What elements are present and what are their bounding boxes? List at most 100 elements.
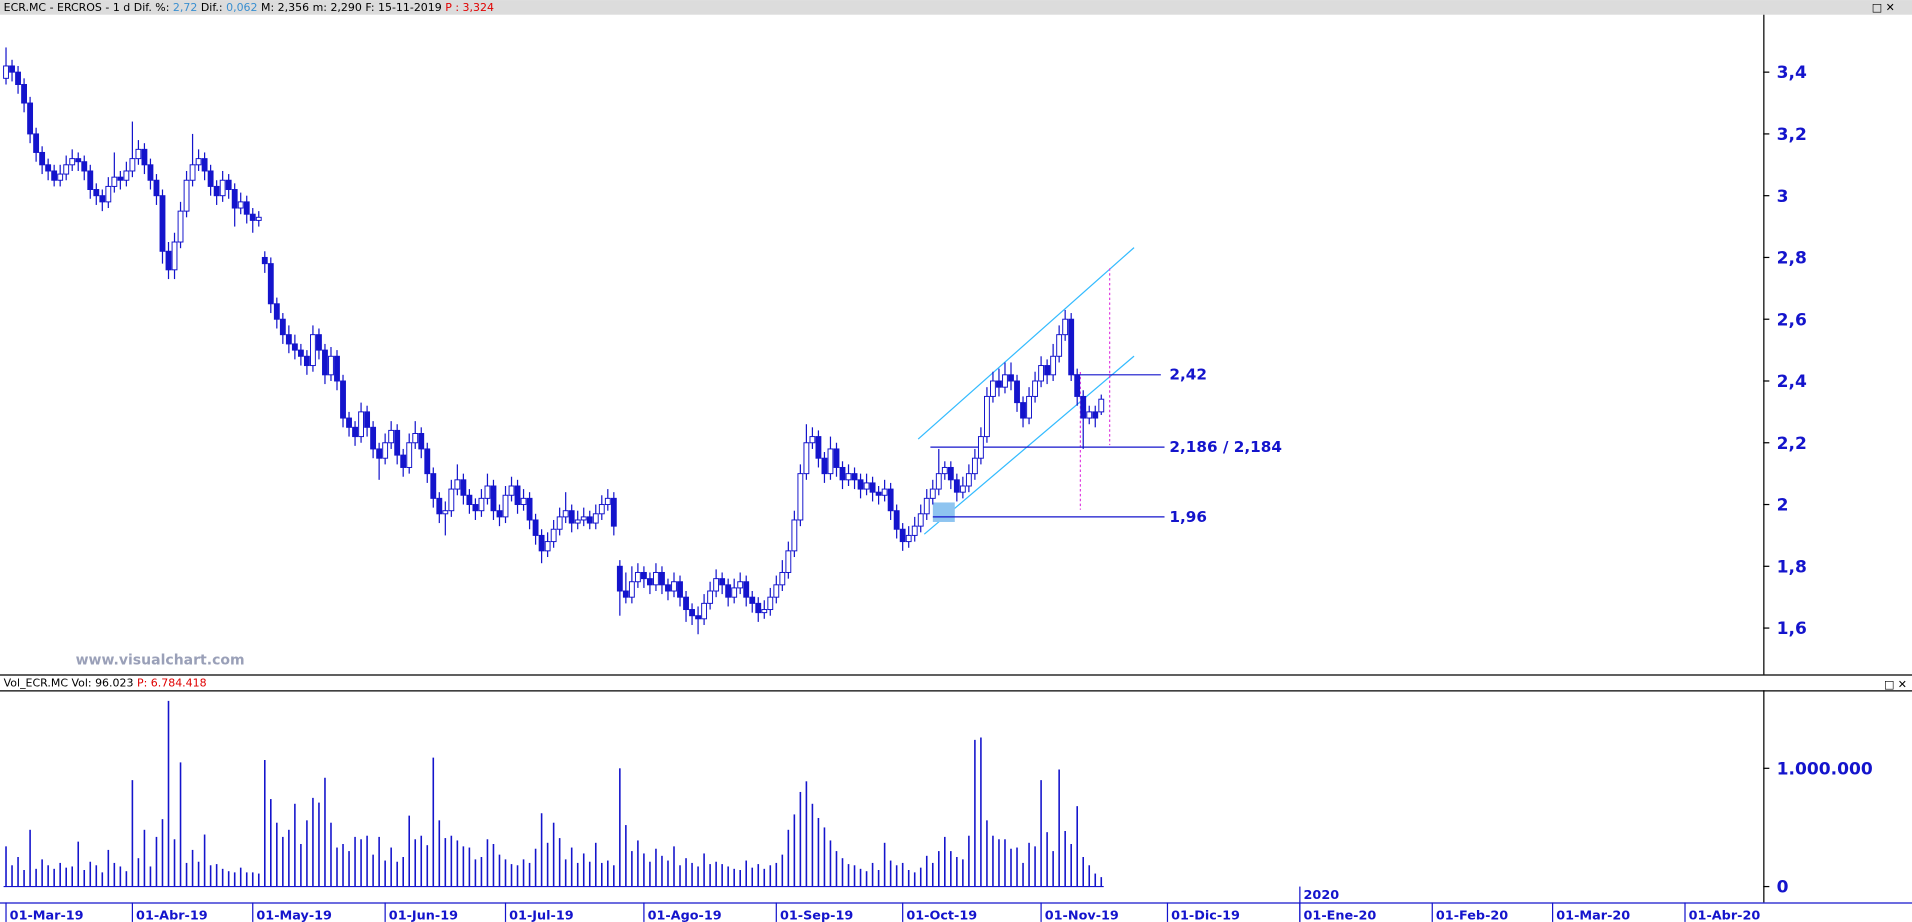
candle-body xyxy=(671,581,677,592)
candle-body xyxy=(550,528,557,543)
candle-body xyxy=(9,65,15,73)
x-tick-label: 01-Dic-19 xyxy=(1171,908,1240,922)
candle-body xyxy=(406,442,413,468)
value: F: 15-11-2019 xyxy=(365,1,441,14)
candle-body xyxy=(990,380,996,397)
candle-body xyxy=(3,65,9,79)
candle-body xyxy=(701,602,708,620)
candle-body xyxy=(63,164,70,175)
candle-body xyxy=(279,318,286,336)
candle-body xyxy=(1020,402,1026,419)
candle-body xyxy=(430,473,437,499)
candle-body xyxy=(231,189,238,209)
candle-body xyxy=(532,519,539,536)
candle-body xyxy=(472,504,479,512)
candle-body xyxy=(845,473,852,481)
candle-body xyxy=(346,417,352,428)
candle-body xyxy=(544,541,551,552)
y-tick-label: 2,6 xyxy=(1777,310,1807,330)
x-tick-label: 01-Jun-19 xyxy=(389,908,458,922)
candle-body xyxy=(15,71,21,85)
candle-body xyxy=(887,488,894,512)
candle-body xyxy=(586,516,593,524)
candle-body xyxy=(695,615,701,620)
trend-line xyxy=(917,247,1135,440)
candle-body xyxy=(165,250,172,271)
candle-body xyxy=(677,581,683,598)
candle-body xyxy=(183,179,190,212)
candle-body xyxy=(1056,334,1063,357)
candle-body xyxy=(442,510,449,515)
candle-body xyxy=(935,473,942,490)
value: Vol: 96.023 xyxy=(71,677,133,690)
candle-body xyxy=(291,343,298,351)
candle-body xyxy=(640,571,647,580)
candle-body xyxy=(177,210,184,243)
candle-body xyxy=(779,571,786,586)
candle-body xyxy=(171,241,178,271)
candle-body xyxy=(57,173,64,181)
candle-body xyxy=(725,584,732,598)
candle-body xyxy=(303,355,310,367)
candle-body xyxy=(797,473,804,521)
candle-body xyxy=(364,411,371,428)
candle-body xyxy=(490,485,497,512)
candle-body xyxy=(328,355,334,376)
x-tick-label: 01-Ene-20 xyxy=(1304,908,1377,922)
candle-body xyxy=(598,504,605,515)
x-tick-label: 01-Abr-19 xyxy=(136,908,208,922)
candle-body xyxy=(93,189,100,197)
candle-body xyxy=(604,497,611,506)
candle-body xyxy=(1044,365,1051,376)
y-tick-label: 1,6 xyxy=(1777,619,1807,639)
y-tick-label: 2,4 xyxy=(1777,372,1807,392)
candle-body xyxy=(773,584,780,598)
candle-body xyxy=(839,466,846,481)
candle-body xyxy=(580,516,587,521)
candle-body xyxy=(81,161,88,172)
label: Vol_ECR.MC xyxy=(4,677,69,690)
candle-body xyxy=(1092,411,1099,419)
candle-body xyxy=(261,256,268,265)
x-tick-label: 01-Feb-20 xyxy=(1436,908,1508,922)
candle-body xyxy=(809,436,816,444)
candle-body xyxy=(737,581,744,589)
candle-body xyxy=(45,164,52,172)
candle-body xyxy=(1050,355,1057,376)
x-tick-label: 01-Oct-19 xyxy=(906,908,977,922)
candle-body xyxy=(1014,380,1020,404)
candle-body xyxy=(965,473,972,487)
candle-body xyxy=(273,303,280,320)
candle-body xyxy=(135,148,142,160)
candle-body xyxy=(538,534,545,552)
window-controls[interactable]: □ ✕ xyxy=(1884,678,1907,691)
level-label: 2,42 xyxy=(1169,366,1207,384)
title-bar xyxy=(0,0,1912,15)
window-controls[interactable]: □ ✕ xyxy=(1872,1,1895,14)
x-tick-label: 01-Mar-20 xyxy=(1556,908,1630,922)
candle-body xyxy=(147,164,154,181)
x-tick-label: 01-Mar-19 xyxy=(10,908,84,922)
candle-body xyxy=(376,448,383,459)
candle-body xyxy=(851,473,858,481)
candle-body xyxy=(743,581,750,598)
candle-body xyxy=(731,587,738,598)
candle-body xyxy=(984,395,990,438)
candle-body xyxy=(556,516,563,530)
candle-body xyxy=(201,158,208,172)
candle-body xyxy=(610,497,617,527)
x-tick-label: 01-Ago-19 xyxy=(648,908,722,922)
candle-body xyxy=(21,84,27,104)
candle-body xyxy=(496,510,503,518)
header: ECR.MC - ERCROS - 1 d Dif. %: 2,72 Dif.:… xyxy=(4,1,494,14)
candle-body xyxy=(219,179,226,197)
candle-body xyxy=(911,525,918,536)
candle-body xyxy=(316,334,322,351)
candle-body xyxy=(394,429,401,456)
candle-body xyxy=(616,565,623,592)
candle-body xyxy=(99,195,106,203)
candle-body xyxy=(358,411,364,438)
candle-body xyxy=(27,102,34,135)
candle-body xyxy=(791,519,798,552)
candle-body xyxy=(448,488,455,512)
